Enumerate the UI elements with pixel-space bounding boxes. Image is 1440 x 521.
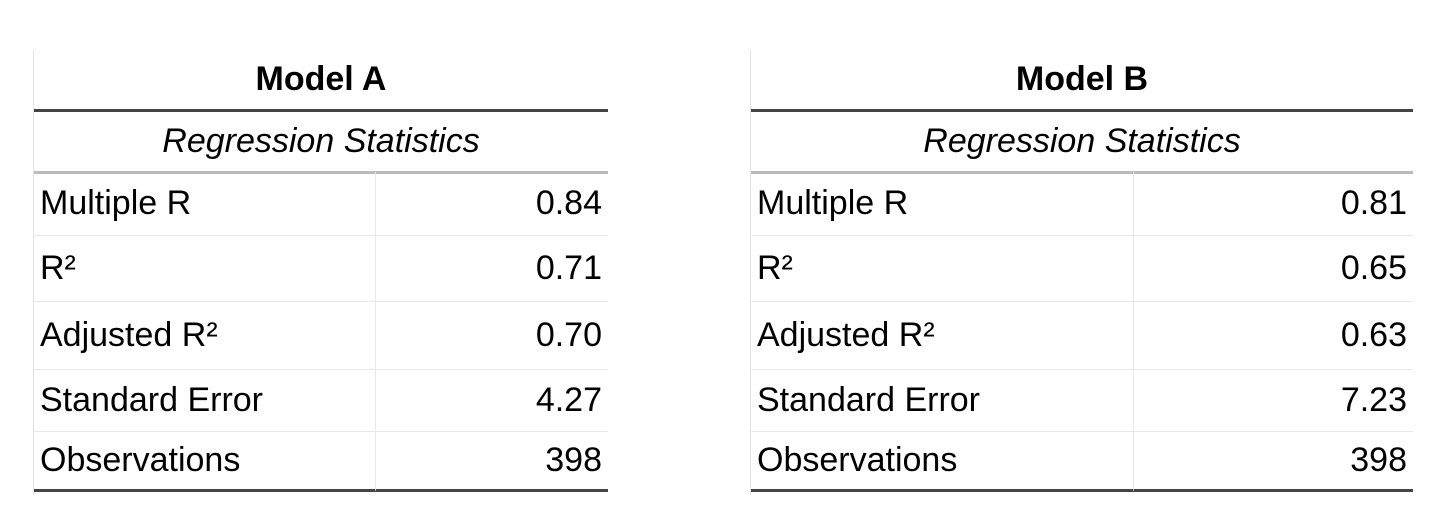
table-title: Model A: [34, 50, 608, 112]
row-value: 398: [1134, 432, 1413, 492]
row-value: 0.65: [1134, 236, 1413, 302]
row-label: Multiple R: [34, 172, 376, 236]
regression-table: Model A Regression Statistics Multiple R 0.…: [33, 50, 608, 495]
row-label: Standard Error: [751, 370, 1134, 432]
row-value: 0.81: [1134, 172, 1413, 236]
row-label: Adjusted R²: [751, 302, 1134, 370]
row-value: 0.84: [376, 172, 608, 236]
row-label: R²: [751, 236, 1134, 302]
row-label: Multiple R: [751, 172, 1134, 236]
row-label: Adjusted R²: [34, 302, 376, 370]
row-value: 4.27: [376, 370, 608, 432]
row-value: 398: [376, 432, 608, 492]
row-label: Standard Error: [34, 370, 376, 432]
row-label: R²: [34, 236, 376, 302]
row-value: 7.23: [1134, 370, 1413, 432]
row-value: 0.70: [376, 302, 608, 370]
row-value: 0.71: [376, 236, 608, 302]
table-title: Model B: [751, 50, 1413, 112]
table-subtitle: Regression Statistics: [34, 112, 608, 174]
row-label: Observations: [34, 432, 376, 492]
row-label: Observations: [751, 432, 1134, 492]
regression-table: Model B Regression Statistics Multiple R 0.…: [750, 50, 1413, 495]
row-value: 0.63: [1134, 302, 1413, 370]
table-subtitle: Regression Statistics: [751, 112, 1413, 174]
